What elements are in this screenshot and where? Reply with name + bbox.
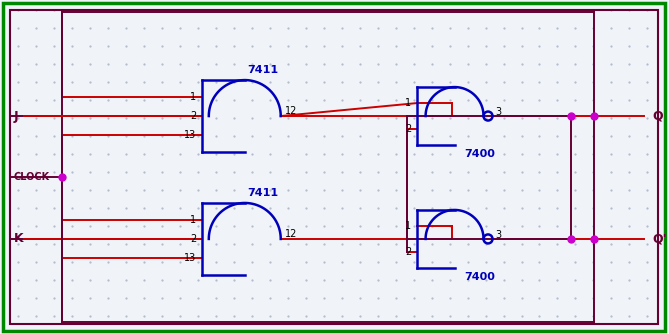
- Text: 7411: 7411: [247, 188, 278, 198]
- Text: 3: 3: [496, 107, 502, 117]
- Text: J: J: [14, 110, 19, 123]
- Text: 2: 2: [405, 247, 411, 257]
- Text: 12: 12: [285, 229, 297, 239]
- Text: CLOCK: CLOCK: [14, 172, 50, 182]
- Text: 2: 2: [190, 234, 196, 244]
- Text: 7400: 7400: [464, 149, 495, 159]
- Text: Q: Q: [652, 110, 663, 123]
- Text: 1: 1: [405, 221, 411, 231]
- Text: Q': Q': [652, 232, 667, 245]
- Text: 7400: 7400: [464, 272, 495, 282]
- Text: 1: 1: [405, 98, 411, 108]
- Text: 13: 13: [184, 130, 196, 140]
- Text: 12: 12: [285, 106, 297, 116]
- Text: 3: 3: [496, 230, 502, 240]
- Text: 2: 2: [405, 124, 411, 134]
- Text: 2: 2: [190, 111, 196, 121]
- Text: K: K: [14, 232, 23, 245]
- Text: 1: 1: [190, 215, 196, 225]
- Text: 1: 1: [190, 92, 196, 102]
- Text: 7411: 7411: [247, 65, 278, 75]
- Text: 13: 13: [184, 253, 196, 263]
